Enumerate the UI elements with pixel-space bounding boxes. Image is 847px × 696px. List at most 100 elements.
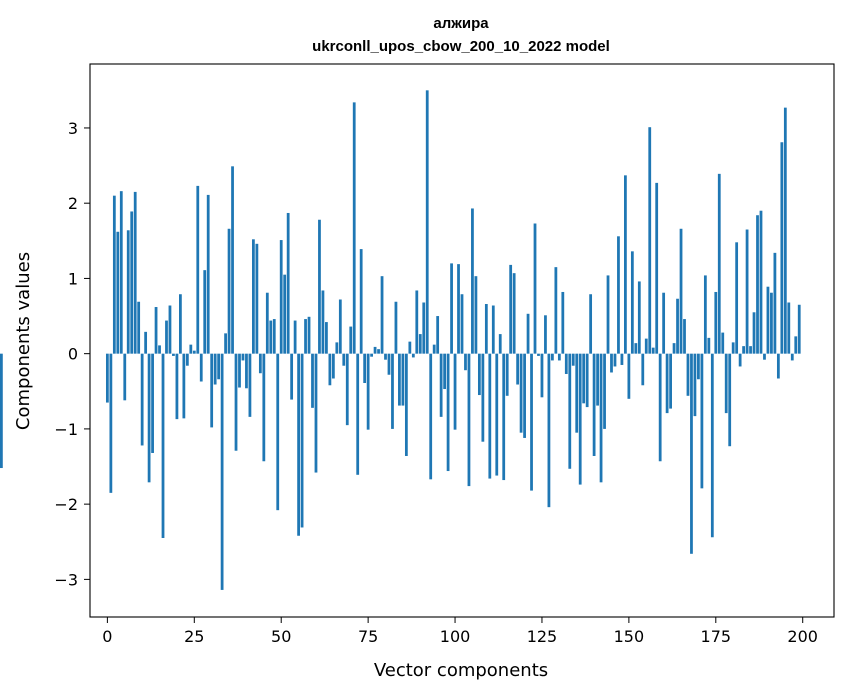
bar <box>373 346 377 354</box>
bar <box>488 353 492 479</box>
bar <box>453 353 457 430</box>
x-tick-label: 0 <box>102 627 112 646</box>
bar <box>119 191 123 354</box>
bar <box>325 322 328 354</box>
bar <box>759 210 763 354</box>
bar <box>377 349 380 354</box>
bar <box>318 219 321 354</box>
bar <box>436 316 440 354</box>
bar <box>425 90 429 354</box>
bar <box>683 319 686 354</box>
x-axis-ticks: 0 25 50 75 100 125 150 175 200 <box>102 617 818 646</box>
bar <box>408 341 412 354</box>
bar <box>370 353 373 357</box>
bar <box>749 346 752 354</box>
bar <box>797 304 801 354</box>
x-axis-label: Vector components <box>374 660 548 681</box>
bar <box>179 294 182 354</box>
x-tick-label: 125 <box>527 627 558 646</box>
bar <box>231 166 234 354</box>
bar <box>477 353 481 396</box>
x-tick-label: 175 <box>701 627 732 646</box>
bar <box>220 353 224 590</box>
bar <box>422 302 426 354</box>
bar <box>658 353 662 462</box>
bar <box>335 342 339 354</box>
bar <box>592 353 596 456</box>
bar <box>783 107 787 354</box>
bar <box>540 353 544 398</box>
bar <box>714 291 718 354</box>
bar <box>297 353 300 536</box>
bar <box>745 229 749 354</box>
bar <box>585 353 589 408</box>
bar <box>363 353 367 384</box>
bar <box>495 353 499 476</box>
bar <box>505 353 509 396</box>
y-axis-ticks: −3 −2 −1 0 1 2 3 <box>54 119 90 589</box>
bar <box>147 353 151 483</box>
bar <box>185 353 189 366</box>
bar <box>679 228 683 354</box>
bar <box>502 353 506 481</box>
bar <box>780 142 784 354</box>
bar <box>411 353 415 358</box>
bar <box>283 274 287 354</box>
bar <box>248 353 252 417</box>
bar <box>613 353 617 367</box>
x-tick-label: 25 <box>184 627 204 646</box>
chart-subtitle: ukrconll_upos_cbow_200_10_2022 model <box>312 38 610 55</box>
bar <box>641 353 645 386</box>
bar <box>234 353 238 451</box>
bar <box>648 127 652 354</box>
bar <box>196 185 200 354</box>
bar <box>676 298 679 354</box>
bar <box>276 353 280 511</box>
bar <box>269 320 273 354</box>
plot-frame <box>89 63 835 618</box>
bar <box>165 320 168 354</box>
bar <box>394 301 398 354</box>
y-axis-label: Components values <box>13 252 34 430</box>
bar <box>617 236 620 354</box>
bar <box>349 326 353 354</box>
bar <box>707 337 711 354</box>
bar <box>467 353 471 487</box>
bar <box>345 353 349 426</box>
bar <box>286 212 290 354</box>
bar <box>398 353 401 406</box>
bar <box>401 353 405 406</box>
bar <box>665 353 669 414</box>
bar <box>199 353 203 382</box>
x-tick-label: 150 <box>614 627 645 646</box>
bar <box>290 353 294 400</box>
x-tick-label: 75 <box>358 627 378 646</box>
bar <box>443 353 447 390</box>
y-tick-label: 2 <box>68 194 78 213</box>
bar <box>175 353 179 420</box>
bar <box>571 353 575 366</box>
bar <box>418 334 422 354</box>
bar <box>672 343 676 354</box>
bar <box>116 231 120 354</box>
bar <box>206 194 210 354</box>
bar <box>307 316 311 354</box>
bar <box>627 353 631 399</box>
bar <box>644 338 648 354</box>
x-tick-label: 50 <box>271 627 291 646</box>
bar <box>126 230 130 354</box>
bar <box>697 353 700 380</box>
bar <box>651 347 655 354</box>
bar <box>512 273 516 354</box>
bar <box>300 353 304 528</box>
bar <box>109 353 113 493</box>
x-tick-label: 100 <box>440 627 471 646</box>
bar <box>509 264 513 354</box>
bar <box>366 353 370 430</box>
bar <box>669 353 672 409</box>
bar <box>213 353 217 385</box>
bar <box>537 353 540 356</box>
bar <box>787 302 791 354</box>
bar <box>255 243 259 354</box>
